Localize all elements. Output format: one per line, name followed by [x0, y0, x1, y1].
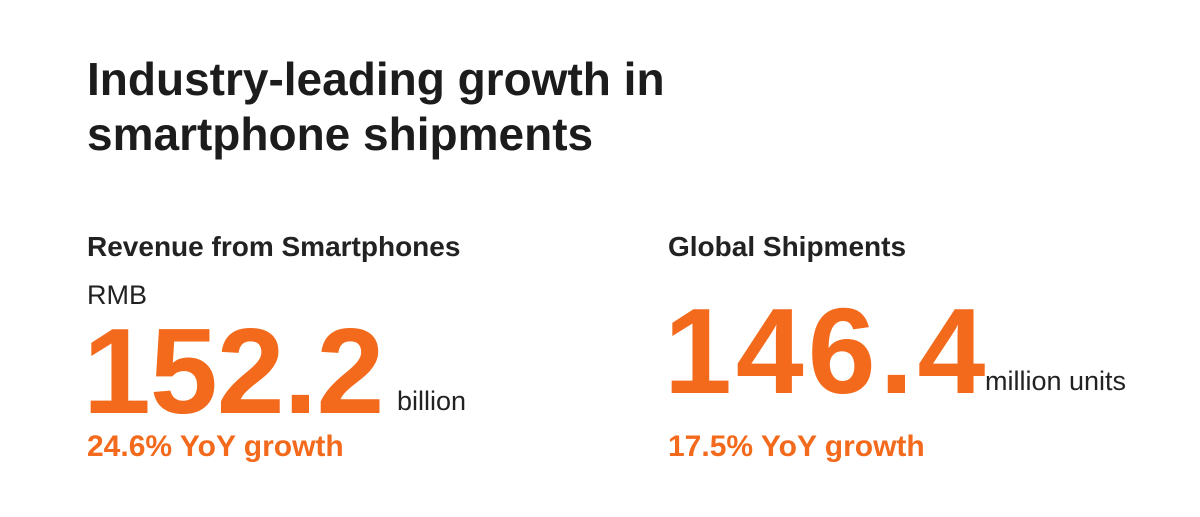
stat-value: 146.4	[664, 283, 990, 419]
stat-unit: billion	[397, 386, 467, 416]
stat-label: Global Shipments	[668, 231, 907, 262]
stat-value: 152.2	[83, 303, 384, 439]
stat-unit: million units	[985, 366, 1127, 396]
title-line: Industry-leading growth in	[87, 53, 665, 105]
stat-label: Revenue from Smartphones	[87, 231, 461, 262]
stat-prefix: RMB	[87, 280, 147, 310]
stat-growth: 17.5% YoY growth	[668, 430, 925, 463]
title-line: smartphone shipments	[87, 108, 594, 160]
stat-growth: 24.6% YoY growth	[87, 430, 344, 463]
